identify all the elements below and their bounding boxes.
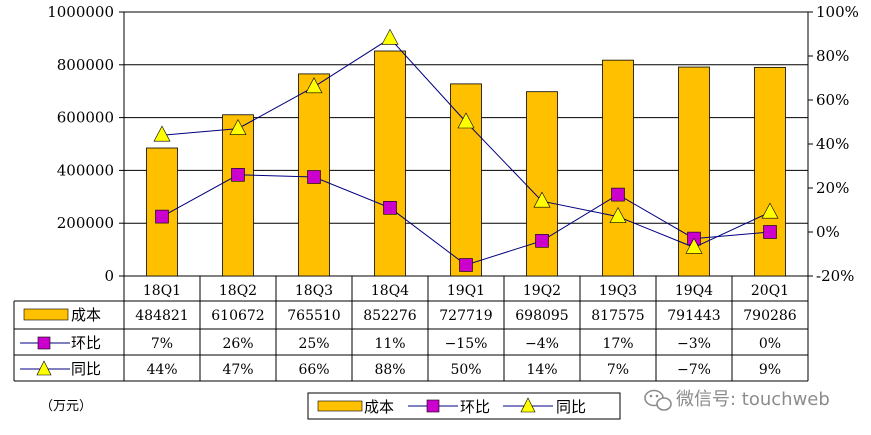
table-cell: 25% (298, 336, 329, 352)
table-cell: 0% (759, 336, 781, 352)
row-key-tb (36, 360, 52, 376)
table-cell: 727719 (439, 308, 492, 324)
table-cell: 88% (374, 362, 405, 378)
legend-label-cost: 成本 (364, 398, 394, 416)
y-tick-label-left: 400000 (57, 161, 114, 179)
point-hb (307, 170, 321, 184)
legend-marker-tb (520, 397, 536, 413)
legend-marker-hb (426, 399, 440, 413)
unit-label: （万元） (40, 399, 92, 414)
table-cell: 17% (602, 336, 633, 352)
y-tick-label-right: 0% (816, 223, 840, 241)
point-hb (231, 168, 245, 182)
axes: 0 200000 400000 600000 800000 1000000 -20% 0% 20… (47, 3, 859, 285)
row-key-hb (37, 336, 51, 350)
point-hb (459, 258, 473, 272)
table-cell: 14% (526, 362, 557, 378)
table-cell: 610672 (211, 308, 264, 324)
table-cell: 852276 (363, 308, 417, 324)
watermark: 微信号: touchweb (644, 389, 830, 411)
y-tick-label-right: 40% (816, 135, 849, 153)
y-tick-label-left: 800000 (57, 56, 114, 74)
wechat-icon (644, 389, 672, 411)
table-cell: −15% (445, 336, 488, 352)
y-tick-label-right: -20% (816, 267, 854, 285)
table-cell: 790286 (743, 308, 797, 324)
bar (222, 114, 254, 277)
point-tb (457, 112, 475, 129)
table-cell: −3% (677, 336, 711, 352)
point-tb (381, 28, 399, 45)
y-tick-label-right: 60% (816, 91, 849, 109)
row-key-cost (23, 308, 69, 321)
category-label: 18Q4 (371, 283, 409, 299)
category-label: 18Q2 (219, 283, 257, 299)
category-label: 20Q1 (751, 283, 789, 299)
category-label: 19Q4 (675, 283, 713, 299)
point-tb (609, 206, 627, 223)
table-cell: 817575 (591, 308, 644, 324)
category-label: 18Q3 (295, 283, 333, 299)
table-cell: 9% (759, 362, 781, 378)
y-tick-label-right: 80% (816, 47, 849, 65)
y-tick-label-left: 1000000 (47, 3, 114, 21)
legend: 成本 环比 同比 (307, 392, 621, 420)
category-label: 19Q3 (599, 283, 637, 299)
legend-swatch-cost (317, 400, 363, 412)
bar (526, 91, 558, 277)
table-cell: 26% (222, 336, 253, 352)
bar (754, 66, 786, 277)
point-hb (763, 225, 777, 239)
table-cell: 44% (146, 362, 177, 378)
point-hb (611, 187, 625, 202)
table-cell: 698095 (515, 308, 568, 324)
table-cell: 47% (222, 362, 253, 378)
table-cell: 484821 (135, 308, 188, 324)
y-tick-label-left: 0 (104, 267, 114, 285)
y-tick-label-right: 100% (816, 3, 859, 21)
data-table: 18Q1 18Q2 18Q3 18Q4 19Q1 19Q2 19Q3 19Q4 20Q1 4848… (13, 276, 809, 382)
category-label: 19Q1 (447, 283, 485, 299)
point-hb (155, 209, 169, 224)
row-label: 同比 (71, 360, 101, 378)
table-cell: 11% (374, 336, 405, 352)
y-tick-label-right: 20% (816, 179, 849, 197)
point-tb (761, 202, 779, 219)
category-label: 19Q2 (523, 283, 561, 299)
row-label: 环比 (71, 334, 101, 352)
legend-label-hb: 环比 (460, 398, 490, 416)
table-cell: 50% (450, 362, 481, 378)
table-cell: −4% (525, 336, 559, 352)
table-cell: 765510 (287, 308, 340, 324)
point-tb (305, 77, 323, 94)
legend-label-tb: 同比 (556, 398, 586, 416)
point-tb (153, 125, 171, 142)
y-tick-label-left: 600000 (57, 109, 114, 127)
point-hb (535, 234, 549, 248)
point-tb (533, 191, 551, 208)
table-cell: 791443 (667, 308, 720, 324)
point-tb (685, 237, 703, 254)
watermark-text: 微信号: touchweb (676, 389, 830, 410)
table-cell: 66% (298, 362, 329, 378)
point-tb (229, 118, 247, 135)
table-cell: −7% (677, 362, 711, 378)
line-series (153, 28, 779, 272)
y-tick-label-left: 200000 (57, 214, 114, 232)
point-hb (383, 201, 397, 215)
category-label: 18Q1 (143, 283, 181, 299)
table-cell: 7% (607, 362, 629, 378)
row-label: 成本 (71, 306, 101, 324)
table-cell: 7% (151, 336, 173, 352)
bar (602, 59, 634, 277)
bar (374, 50, 406, 277)
